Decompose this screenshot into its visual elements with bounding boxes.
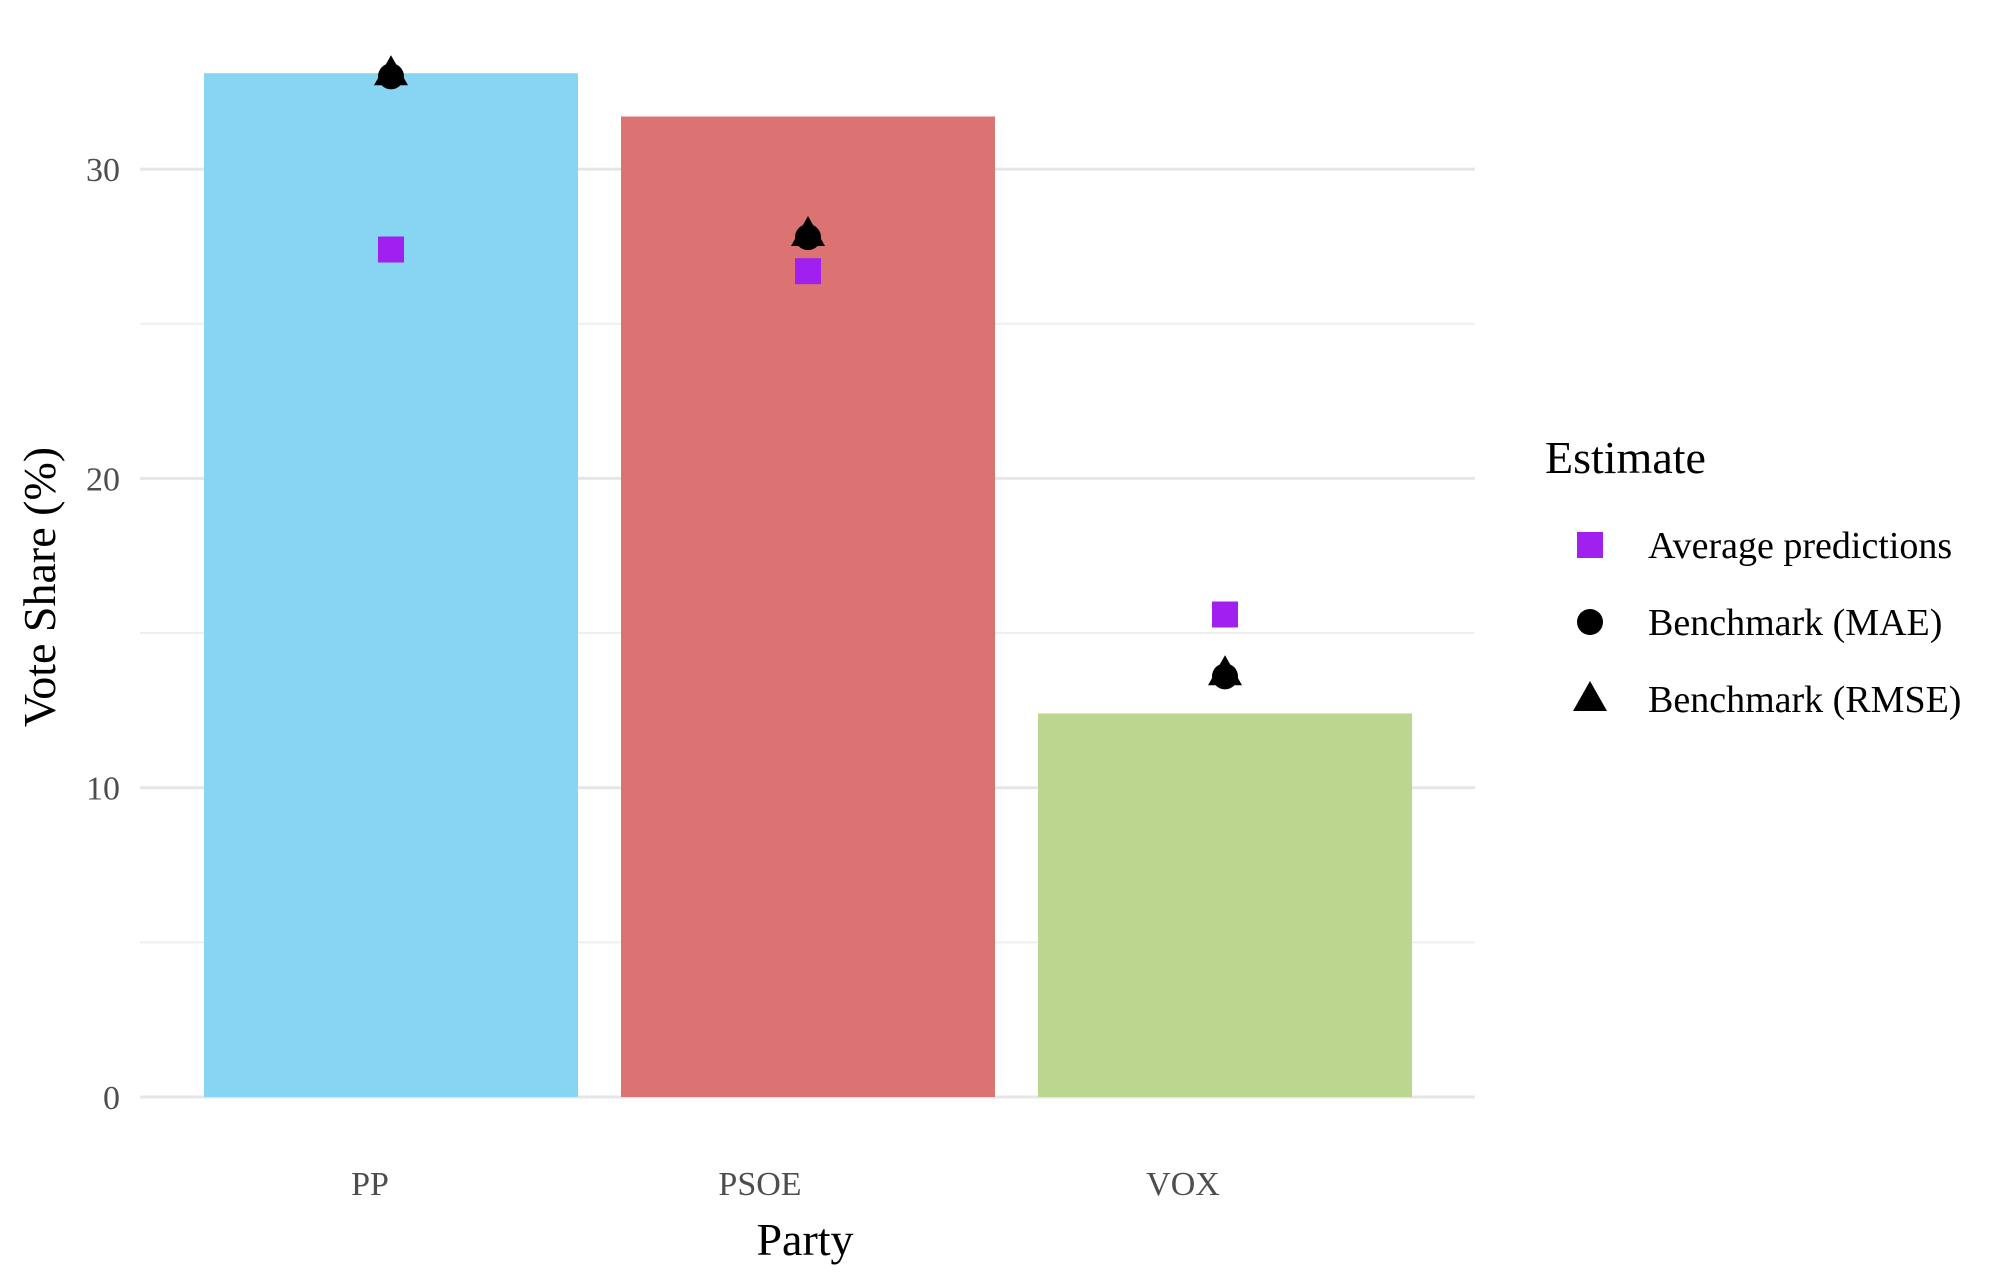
y-tick-label: 0: [103, 1080, 120, 1117]
legend-label: Average predictions: [1648, 525, 1952, 567]
x-tick-labels: PP PSOE VOX: [351, 1166, 1220, 1203]
x-tick-label: PSOE: [718, 1166, 801, 1203]
y-tick-labels: 0 10 20 30: [86, 152, 120, 1117]
x-axis-title: Party: [756, 1214, 853, 1265]
legend-label: Benchmark (RMSE): [1648, 679, 1961, 721]
points: [374, 55, 1242, 690]
point-benchmark-rmse: [791, 216, 825, 247]
point-benchmark-rmse: [1208, 655, 1242, 686]
point-benchmark-rmse: [374, 55, 408, 86]
y-tick-label: 30: [86, 152, 120, 189]
x-tick-label: PP: [351, 1166, 389, 1203]
legend-title: Estimate: [1545, 432, 1706, 483]
y-tick-label: 20: [86, 461, 120, 498]
y-axis-title: Vote Share (%): [14, 447, 65, 727]
bar-vox: [1038, 713, 1412, 1097]
legend-key-circle: [1577, 609, 1603, 635]
legend-key-triangle: [1573, 681, 1607, 711]
bar-pp: [204, 73, 578, 1098]
x-tick-label: VOX: [1146, 1166, 1220, 1203]
y-tick-label: 10: [86, 771, 120, 808]
legend-label: Benchmark (MAE): [1648, 602, 1942, 644]
legend-key-square: [1577, 532, 1603, 558]
point-average-predictions: [378, 236, 404, 263]
point-average-predictions: [1212, 601, 1238, 628]
point-average-predictions: [795, 258, 821, 285]
legend: Estimate Average predictions Benchmark (M…: [1545, 432, 1961, 721]
